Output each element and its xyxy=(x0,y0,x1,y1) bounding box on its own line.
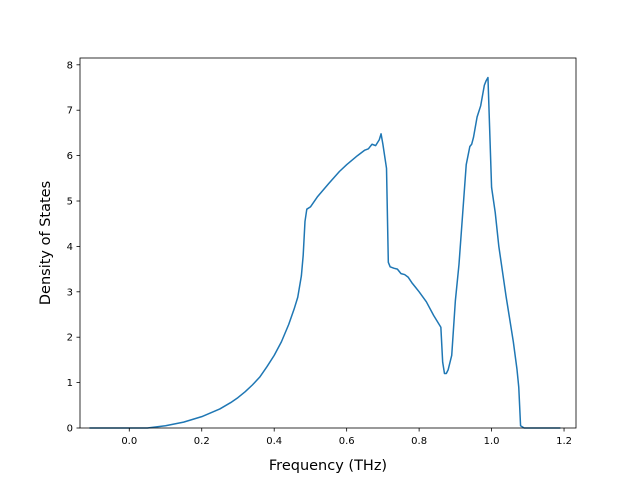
series-layer xyxy=(89,76,561,429)
y-tick-label: 1 xyxy=(67,378,73,389)
y-tick-label: 3 xyxy=(67,287,73,298)
y-tick-label: 8 xyxy=(67,60,73,71)
y-tick-label: 0 xyxy=(67,424,73,435)
series-line-0 xyxy=(89,76,561,429)
y-tick-label: 7 xyxy=(67,106,73,117)
x-axis-label: Frequency (THz) xyxy=(269,458,387,474)
y-axis-ticks: 0 1 2 3 4 5 6 7 8 xyxy=(67,60,80,435)
y-tick-label: 5 xyxy=(67,197,73,208)
y-tick-label: 4 xyxy=(67,242,73,253)
x-axis-ticks: 0.0 0.2 0.4 0.6 0.8 1.0 1.2 xyxy=(121,428,572,447)
x-tick-label: 0.4 xyxy=(266,436,282,447)
x-tick-label: 0.8 xyxy=(411,436,427,447)
plot-area xyxy=(80,58,576,428)
y-tick-label: 6 xyxy=(67,151,73,162)
x-tick-label: 0.2 xyxy=(194,436,210,447)
y-tick-label: 2 xyxy=(67,333,73,344)
x-tick-label: 0.6 xyxy=(339,436,355,447)
x-tick-label: 1.0 xyxy=(484,436,500,447)
axes-frame xyxy=(79,57,577,429)
y-axis-label: Density of States xyxy=(38,181,54,305)
x-tick-label: 1.2 xyxy=(556,436,572,447)
x-tick-label: 0.0 xyxy=(121,436,137,447)
